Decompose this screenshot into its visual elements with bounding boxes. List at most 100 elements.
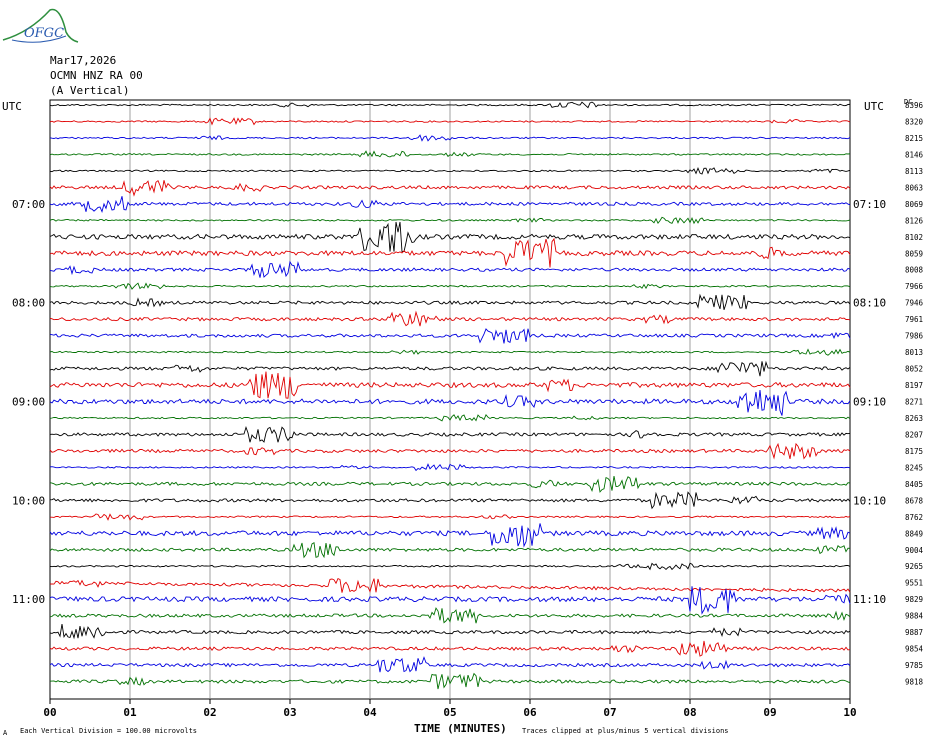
dc-offset-label: 9004 xyxy=(905,546,924,555)
dc-offset-label: 8013 xyxy=(905,348,923,357)
seismic-trace xyxy=(49,442,851,460)
dc-offset-label: 8102 xyxy=(905,233,923,242)
seismic-trace xyxy=(49,310,851,327)
dc-offset-label: 9818 xyxy=(905,678,924,687)
dc-offset-label: 8175 xyxy=(905,447,923,456)
dc-offset-label: 8052 xyxy=(905,365,923,374)
x-tick-label: 04 xyxy=(363,706,377,719)
dc-offset-label: 8063 xyxy=(905,183,923,192)
x-tick-label: 10 xyxy=(843,706,856,719)
x-tick-label: 06 xyxy=(523,706,537,719)
right-hour-label: 11:10 xyxy=(853,593,886,606)
x-tick-label: 02 xyxy=(203,706,216,719)
left-hour-label: 10:00 xyxy=(12,494,45,507)
seismic-trace xyxy=(49,179,851,197)
seismic-trace xyxy=(49,425,851,443)
dc-offset-label: 8849 xyxy=(905,529,923,538)
logo-text: OFGC xyxy=(24,26,65,41)
dc-offset-label: 9854 xyxy=(905,645,924,654)
left-hour-label: 08:00 xyxy=(12,297,45,310)
seismic-trace xyxy=(49,360,851,377)
dc-offset-label: 8678 xyxy=(905,496,924,505)
seismic-trace xyxy=(49,260,851,278)
seismic-trace xyxy=(49,640,851,657)
seismic-trace xyxy=(49,150,851,158)
left-utc-title: UTC xyxy=(2,100,22,113)
dc-offset-label: 8126 xyxy=(905,216,924,225)
dc-offset-label: 8245 xyxy=(905,463,923,472)
scale-note: Each Vertical Division = 100.00 microvol… xyxy=(20,727,198,735)
seismic-trace xyxy=(49,117,851,126)
x-tick-label: 08 xyxy=(683,706,696,719)
seismic-trace xyxy=(49,293,851,310)
corner-mark: A xyxy=(3,729,8,737)
right-hour-label: 07:10 xyxy=(853,198,886,211)
dc-offset-label: 8113 xyxy=(905,167,923,176)
dc-offset-label: 8215 xyxy=(905,134,923,143)
dc-offset-label: 9887 xyxy=(905,628,923,637)
seismic-trace xyxy=(49,371,851,399)
header-station: OCMN HNZ RA 00 xyxy=(50,69,143,82)
dc-offset-label: 8263 xyxy=(905,414,923,423)
dc-offset-label: 9829 xyxy=(905,595,923,604)
x-tick-label: 03 xyxy=(283,706,296,719)
x-tick-label: 00 xyxy=(43,706,56,719)
right-hour-label: 08:10 xyxy=(853,297,886,310)
seismic-trace xyxy=(50,513,851,521)
dc-offset-label: 8146 xyxy=(905,150,924,159)
x-tick-label: 01 xyxy=(123,706,137,719)
seismic-trace xyxy=(49,463,851,472)
seismic-trace xyxy=(49,196,851,213)
dc-offset-label: 9265 xyxy=(905,562,923,571)
dc-offset-label: 8207 xyxy=(905,430,923,439)
seismic-trace xyxy=(49,562,851,571)
logo-arc-icon xyxy=(11,35,67,43)
header-component: (A Vertical) xyxy=(50,84,130,97)
dc-offset-label: 8320 xyxy=(905,117,924,126)
right-utc-title: UTC xyxy=(864,100,884,113)
seismic-trace xyxy=(49,216,851,225)
x-tick-label: 07 xyxy=(603,706,616,719)
seismic-trace xyxy=(49,578,851,593)
ofgc-logo xyxy=(2,8,79,43)
dc-offset-label: 9884 xyxy=(905,612,924,621)
dc-offset-label: 7966 xyxy=(905,282,924,291)
dc-offset-label: 8008 xyxy=(905,266,924,275)
seismic-trace xyxy=(49,237,851,268)
header-date: Mar17,2026 xyxy=(50,54,117,67)
dc-offset-label: 7961 xyxy=(905,315,923,324)
clip-note: Traces clipped at plus/minus 5 vertical … xyxy=(522,727,729,735)
dc-title: DC xyxy=(904,98,913,106)
seismic-trace xyxy=(49,624,851,640)
dc-offset-label: 8059 xyxy=(905,249,923,258)
seismic-trace xyxy=(49,607,851,624)
seismic-trace xyxy=(49,672,851,690)
right-hour-label: 09:10 xyxy=(853,396,886,409)
dc-offset-label: 8271 xyxy=(905,398,923,407)
seismic-trace xyxy=(49,348,851,356)
dc-offset-label: 7946 xyxy=(905,299,924,308)
dc-offset-label: 8197 xyxy=(905,381,923,390)
seismic-trace xyxy=(49,656,851,673)
seismic-trace xyxy=(49,166,851,175)
seismic-trace xyxy=(49,101,851,109)
dc-offset-label: 9785 xyxy=(905,661,923,670)
seismic-trace xyxy=(49,221,851,253)
traces xyxy=(49,101,851,690)
seismic-trace xyxy=(49,282,851,290)
left-hour-label: 11:00 xyxy=(12,593,45,606)
grid xyxy=(49,99,851,704)
seismic-trace xyxy=(49,476,851,493)
seismic-trace xyxy=(49,491,851,510)
left-hour-label: 07:00 xyxy=(12,198,45,211)
seismic-trace xyxy=(49,328,851,344)
dc-offset-label: 8069 xyxy=(905,200,923,209)
seismic-trace xyxy=(49,390,851,416)
x-tick-label: 09 xyxy=(763,706,776,719)
dc-offset-label: 7986 xyxy=(905,332,924,341)
seismic-trace xyxy=(49,586,851,615)
dc-offset-label: 8405 xyxy=(905,480,923,489)
seismic-trace xyxy=(49,541,851,559)
dc-offset-label: 8396 xyxy=(905,101,924,110)
